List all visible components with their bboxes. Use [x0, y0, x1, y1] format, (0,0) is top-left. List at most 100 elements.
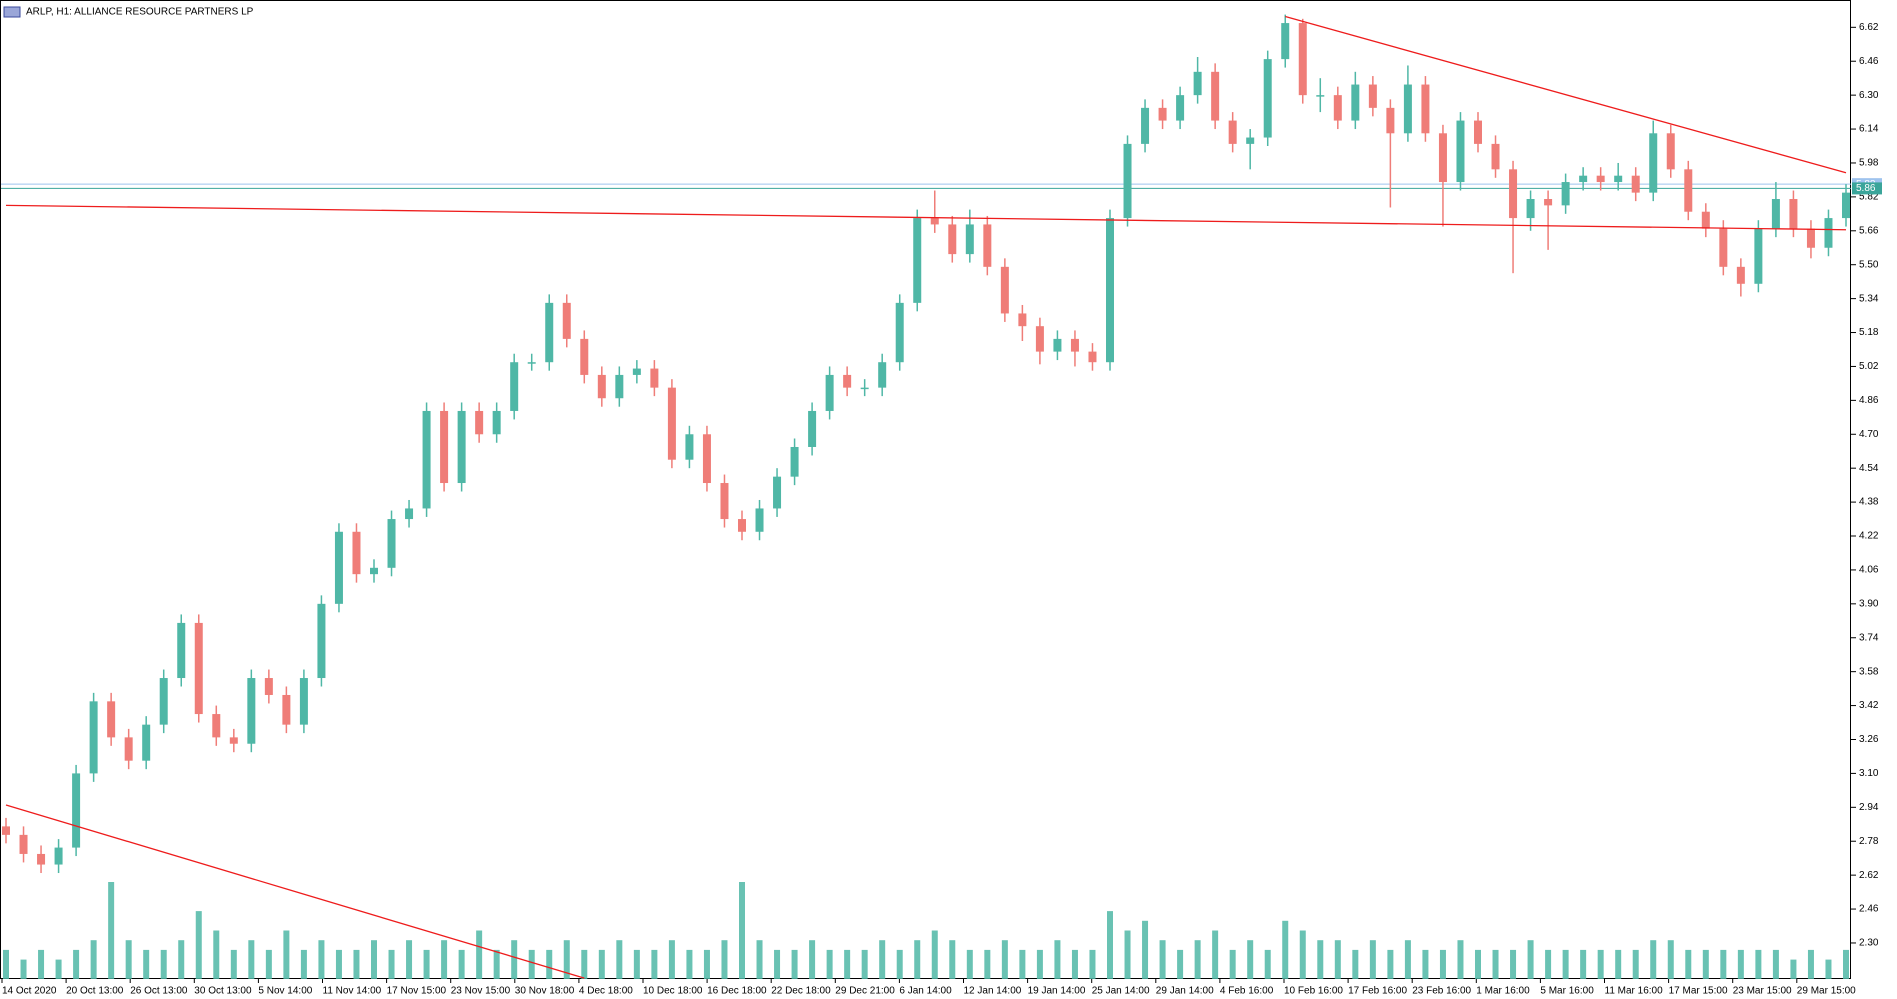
candle-body	[825, 374, 834, 411]
volume-bar	[1299, 930, 1306, 979]
volume-bar	[1475, 949, 1481, 979]
candle-body	[597, 374, 606, 399]
volume-bar	[160, 949, 167, 979]
volume-bar	[55, 959, 62, 979]
candle-body	[89, 701, 98, 774]
candle-body	[1386, 107, 1395, 134]
volume-bar	[1229, 949, 1236, 979]
candle-body	[878, 362, 887, 388]
y-tick-label: 4.54	[1859, 463, 1879, 474]
volume-bar	[1212, 930, 1219, 979]
x-tick-label: 14 Oct 2020	[2, 986, 57, 997]
y-tick-label: 4.86	[1859, 395, 1879, 406]
candle-body	[457, 410, 466, 484]
bid-tag	[1852, 182, 1882, 195]
x-tick-label: 17 Nov 15:00	[387, 986, 447, 997]
candle-body	[475, 410, 484, 435]
x-tick-label: 20 Oct 13:00	[66, 986, 124, 997]
candle-body	[1316, 95, 1325, 97]
volume-bar	[1422, 949, 1429, 979]
candle-body	[790, 446, 799, 477]
volume-bar	[686, 949, 693, 979]
volume-bar	[1054, 940, 1061, 979]
candle-body	[1123, 143, 1132, 219]
candle-body	[773, 476, 782, 509]
candle-body	[1596, 175, 1605, 183]
candle-body	[580, 338, 589, 375]
volume-bar	[1439, 949, 1446, 979]
candle-body	[1070, 338, 1079, 352]
volume-bar	[1142, 920, 1149, 979]
candle-body	[440, 410, 449, 484]
candle-body	[632, 368, 641, 375]
volume-bar	[73, 949, 80, 979]
x-tick-label: 22 Dec 18:00	[771, 986, 831, 997]
candle-body	[194, 622, 203, 715]
candle-body	[159, 678, 168, 725]
volume-bar	[1597, 949, 1604, 979]
candle-body	[1701, 211, 1710, 229]
candle-body	[615, 374, 624, 399]
volume-bar	[966, 949, 973, 979]
volume-bar	[581, 949, 588, 979]
x-tick-label: 29 Jan 14:00	[1156, 986, 1214, 997]
volume-bar	[1737, 949, 1744, 979]
x-tick-label: 6 Jan 14:00	[899, 986, 952, 997]
volume-bar	[914, 940, 921, 979]
y-tick-label: 5.82	[1859, 192, 1879, 203]
candle-body	[72, 773, 81, 848]
candle-body	[212, 714, 221, 738]
candle-body	[405, 508, 414, 520]
candle-body	[1158, 107, 1167, 121]
volume-bar	[651, 949, 658, 979]
y-tick-label: 5.98	[1859, 158, 1879, 169]
volume-bar	[528, 949, 535, 979]
y-tick-label: 5.18	[1859, 327, 1879, 338]
y-tick-label: 4.22	[1859, 531, 1879, 542]
y-tick-label: 3.10	[1859, 768, 1879, 779]
candle-body	[1211, 71, 1220, 121]
volume-bar	[1089, 949, 1096, 979]
volume-bar	[931, 930, 938, 979]
volume-bar	[1825, 959, 1832, 979]
candle-body	[808, 410, 817, 447]
volume-bar	[703, 949, 710, 979]
y-tick-label: 4.38	[1859, 497, 1879, 508]
volume-bar	[335, 949, 342, 979]
volume-bar	[774, 949, 781, 979]
y-tick-label: 5.02	[1859, 361, 1879, 372]
trendline	[5, 804, 585, 979]
y-tick-label: 2.46	[1859, 904, 1879, 915]
candle-body	[720, 483, 729, 520]
candle-body	[1035, 326, 1044, 352]
candle-body	[1456, 120, 1465, 183]
candle-body	[1684, 169, 1693, 212]
candle-body	[124, 737, 133, 761]
volume-bar	[1457, 940, 1464, 979]
y-tick-label: 2.94	[1859, 802, 1879, 813]
y-tick-label: 5.34	[1859, 293, 1879, 304]
bid-tag-label: 5.86	[1856, 183, 1876, 194]
candle-body	[317, 603, 326, 679]
volume-bar	[476, 930, 483, 979]
candle-body	[299, 678, 308, 725]
volume-bar	[38, 949, 45, 979]
candle-body	[913, 218, 922, 303]
volume-bar	[1352, 949, 1359, 979]
candle-body	[1368, 84, 1377, 108]
y-tick-label: 5.66	[1859, 225, 1879, 236]
x-tick-label: 23 Feb 16:00	[1412, 986, 1471, 997]
chart-icon	[3, 6, 21, 18]
volume-bar	[598, 949, 605, 979]
volume-bar	[388, 949, 395, 979]
candle-body	[1403, 84, 1412, 134]
volume-bar	[283, 930, 290, 979]
candle-body	[1842, 192, 1850, 219]
trendline	[5, 204, 1847, 231]
candle-body	[667, 387, 676, 460]
candle-body	[895, 302, 904, 363]
volume-bar	[1387, 949, 1394, 979]
volume-bar	[1615, 949, 1622, 979]
x-tick-label: 17 Mar 15:00	[1669, 986, 1728, 997]
candle-body	[37, 853, 46, 865]
